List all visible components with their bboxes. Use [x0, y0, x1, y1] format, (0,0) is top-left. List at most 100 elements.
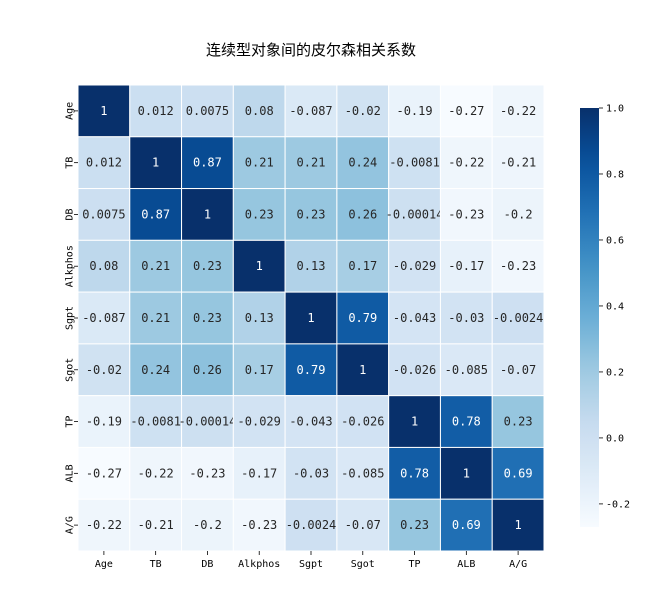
cell-value-label: -0.02 [345, 104, 381, 118]
heatmap-cell [336, 84, 390, 138]
x-tick-label: TB [150, 559, 162, 570]
cell-value-label: -0.23 [241, 518, 277, 532]
cell-value-label: -0.043 [393, 311, 436, 325]
cell-value-label: 0.87 [141, 207, 170, 221]
heatmap-cell [77, 239, 131, 293]
cell-value-label: 0.87 [193, 156, 222, 170]
heatmap-cell [77, 395, 131, 448]
cell-value-label: 0.23 [193, 259, 222, 273]
heatmap-cell [181, 188, 234, 241]
colorbar-tick-label: 0.2 [606, 367, 624, 378]
cell-value-label: -0.03 [293, 466, 329, 480]
cell-value-label: -0.19 [396, 104, 432, 118]
y-tick-label: Alkphos [65, 245, 76, 287]
heatmap-cell [336, 498, 390, 552]
cell-value-label: 0.17 [245, 363, 274, 377]
heatmap-cell [491, 188, 545, 241]
heatmap-cell [491, 291, 545, 345]
x-tick-label: A/G [509, 559, 527, 570]
heatmap-cell [284, 395, 338, 448]
colorbar-gradient [580, 108, 599, 527]
heatmap-cell [232, 239, 286, 293]
cell-value-label: 0.21 [297, 156, 326, 170]
x-tick-label: Age [95, 559, 113, 570]
cell-value-label: -0.27 [86, 466, 122, 480]
cell-value-label: 0.26 [193, 363, 222, 377]
cell-value-label: -0.22 [138, 466, 174, 480]
heatmap-cell [491, 239, 545, 293]
heatmap-cell [77, 446, 131, 500]
cell-value-label: -0.0081 [130, 415, 181, 429]
cell-value-label: -0.17 [448, 259, 484, 273]
cell-value-label: 0.0075 [186, 104, 229, 118]
cell-value-label: 0.08 [89, 259, 118, 273]
heatmap-cell [336, 291, 390, 345]
y-tick-label: DB [65, 208, 76, 220]
cell-value-label: 0.21 [141, 311, 170, 325]
cell-value-label: 0.78 [452, 415, 481, 429]
heatmap-cell [491, 136, 545, 190]
colorbar-tick-label: 0.6 [606, 235, 624, 246]
cell-value-label: -0.21 [500, 156, 536, 170]
cell-value-label: 0.26 [348, 207, 377, 221]
x-tick-label: DB [201, 559, 213, 570]
heatmap-cell [388, 395, 441, 448]
cell-value-label: -0.00014 [386, 207, 444, 221]
cell-value-label: 1 [256, 259, 263, 273]
heatmap-cell [336, 343, 390, 397]
heatmap-cell [129, 188, 183, 241]
heatmap-cell [129, 343, 183, 397]
heatmap-cell [77, 136, 131, 190]
cell-value-label: -0.029 [393, 259, 436, 273]
y-tick-label: A/G [65, 516, 76, 534]
cell-value-label: -0.02 [86, 363, 122, 377]
cell-value-label: 0.0075 [82, 207, 125, 221]
cell-value-label: -0.21 [138, 518, 174, 532]
y-tick-label: Age [65, 102, 76, 120]
colorbar-tick-label: 0.4 [606, 301, 624, 312]
cell-value-label: -0.0024 [493, 311, 544, 325]
y-tick-label: ALB [65, 464, 76, 482]
heatmap-cell [232, 498, 286, 552]
y-tick-label: TB [65, 157, 76, 169]
cell-value-label: 1 [204, 207, 211, 221]
heatmap-cell [77, 498, 131, 552]
cell-value-label: 0.23 [245, 207, 274, 221]
cell-value-label: 0.78 [400, 466, 429, 480]
cell-value-label: -0.23 [189, 466, 225, 480]
heatmap-cell [129, 239, 183, 293]
heatmap-cell [284, 188, 338, 241]
cell-value-label: 0.23 [297, 207, 326, 221]
heatmap-cell [491, 498, 545, 552]
colorbar: 1.0 0.8 0.6 0.4 0.2 0.0 -0.2 [580, 104, 630, 527]
heatmap-cell [284, 446, 338, 500]
cell-value-label: 0.21 [245, 156, 274, 170]
cell-value-label: 0.012 [138, 104, 174, 118]
x-tick-label: Sgpt [299, 559, 323, 570]
chart-title: 连续型对象间的皮尔森相关系数 [206, 41, 416, 59]
heatmap-cell [77, 343, 131, 397]
heatmap-cell [77, 291, 131, 345]
heatmap-cell [439, 136, 493, 190]
heatmap-cell [232, 343, 286, 397]
heatmap-cell [439, 343, 493, 397]
cell-value-label: 0.13 [297, 259, 326, 273]
y-axis-ticks: Age TB DB Alkphos Sgpt Sgot TP ALB A/G [65, 102, 78, 534]
cell-value-label: -0.026 [341, 415, 384, 429]
heatmap-cell [388, 446, 441, 500]
cell-value-label: 0.24 [348, 156, 377, 170]
cell-value-label: 0.21 [141, 259, 170, 273]
cell-value-label: -0.029 [238, 415, 281, 429]
cell-value-label: 1 [100, 104, 107, 118]
colorbar-tick-label: 1.0 [606, 104, 624, 115]
cell-value-label: 0.69 [452, 518, 481, 532]
cell-value-label: -0.07 [345, 518, 381, 532]
heatmap-cell [336, 446, 390, 500]
cell-value-label: 0.23 [400, 518, 429, 532]
heatmap-cell [181, 136, 234, 190]
y-tick-label: Sgot [65, 358, 76, 382]
cell-value-label: -0.22 [86, 518, 122, 532]
cell-value-label: 1 [152, 156, 159, 170]
cell-value-label: 1 [411, 415, 418, 429]
cell-value-label: -0.0024 [286, 518, 337, 532]
